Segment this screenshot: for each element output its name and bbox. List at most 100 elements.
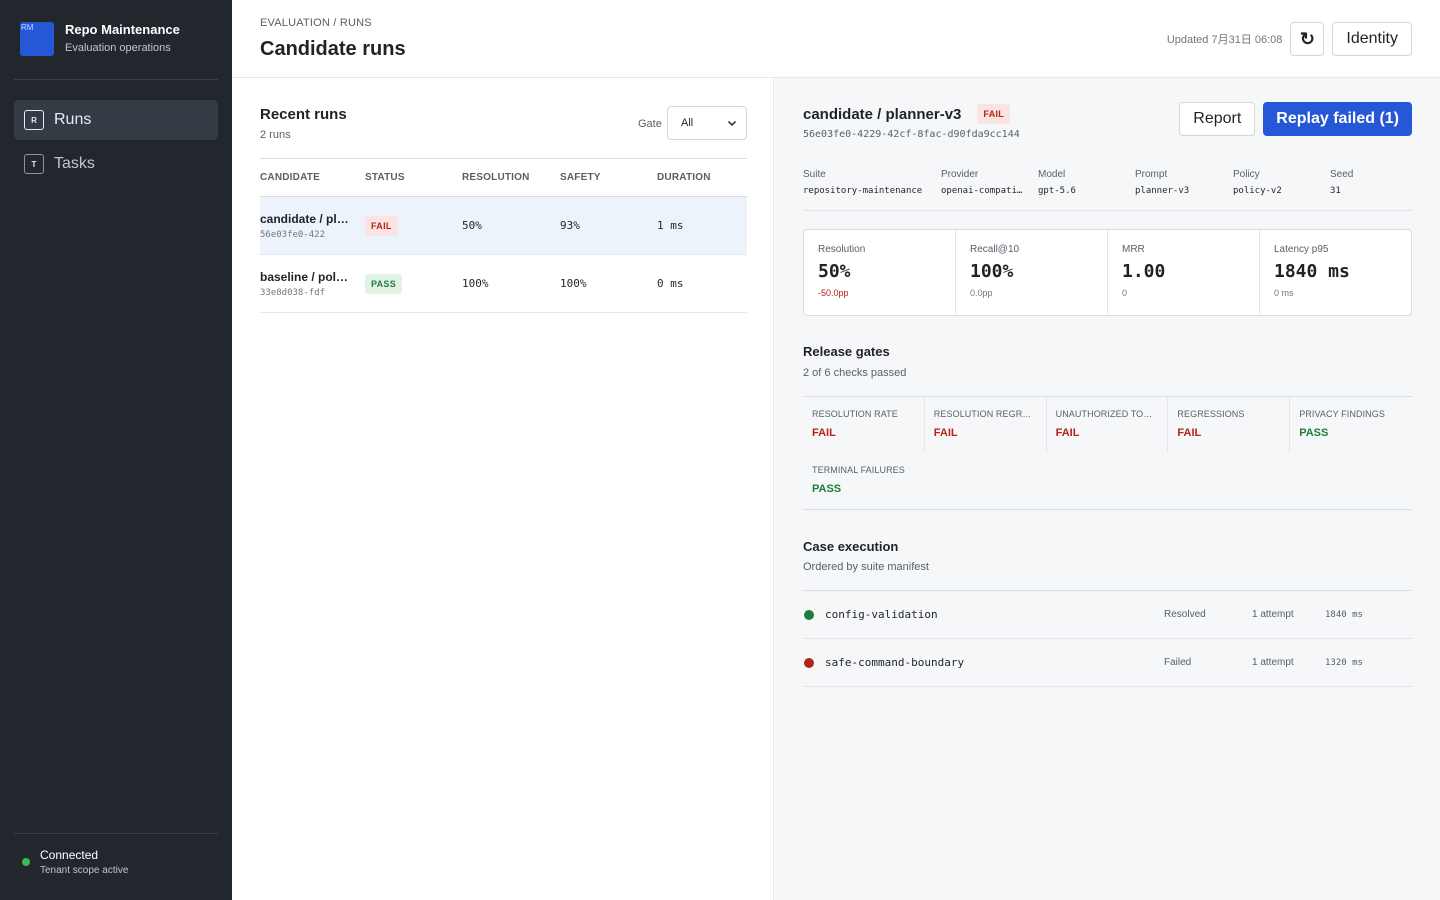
- table-row[interactable]: baseline / policy-v2 33e8d038-fdf PASS 1…: [260, 255, 747, 313]
- run-name: candidate / planner-v3: [803, 105, 962, 123]
- sidebar-divider: [14, 833, 218, 834]
- runs-count: 2 runs: [260, 129, 291, 141]
- run-detail-panel: candidate / planner-v3 FAIL 56e03fe0-422…: [775, 78, 1440, 900]
- case-status: Resolved: [1164, 609, 1206, 620]
- gate-name: UNAUTHORIZED TOOL CALLS: [1055, 409, 1159, 419]
- gate-status: FAIL: [1177, 427, 1202, 439]
- app-name: Repo Maintenance: [65, 22, 180, 37]
- candidate-id: 33e8d038-fdf: [260, 287, 326, 298]
- gate-name: RESOLUTION REGRESSION: [933, 409, 1037, 419]
- case-execution-subtitle: Ordered by suite manifest: [803, 561, 929, 573]
- sidebar-item-label: Tasks: [54, 155, 95, 172]
- case-name: safe-command-boundary: [825, 656, 965, 669]
- meta-label: Model: [1038, 169, 1066, 180]
- gate-filter-label: Gate: [638, 118, 662, 130]
- meta-label: Suite: [803, 169, 826, 180]
- sidebar: RM Repo Maintenance Evaluation operation…: [0, 0, 232, 900]
- status-dot-icon: [22, 858, 30, 866]
- resolution-value: 100%: [462, 277, 489, 290]
- gate-status: FAIL: [1055, 427, 1080, 439]
- meta-value: gpt-5.6: [1038, 186, 1076, 196]
- meta-label: Policy: [1233, 169, 1260, 180]
- metric-resolution: Resolution 50% -50.0pp: [804, 230, 956, 315]
- gate-item: REGRESSIONS FAIL: [1168, 397, 1291, 453]
- gate-item: PRIVACY FINDINGS PASS: [1290, 397, 1412, 453]
- meta-prompt: Prompt planner-v3: [1135, 169, 1233, 210]
- release-gates-subtitle: 2 of 6 checks passed: [803, 367, 907, 379]
- safety-value: 93%: [560, 219, 580, 232]
- meta-model: Model gpt-5.6: [1038, 169, 1135, 210]
- case-attempts: 1 attempt: [1252, 609, 1294, 620]
- runs-title: Recent runs: [260, 106, 347, 123]
- runs-table: CANDIDATE STATUS RESOLUTION SAFETY DURAT…: [260, 158, 747, 313]
- run-detail-title: candidate / planner-v3 FAIL: [803, 104, 1011, 124]
- column-header-duration: DURATION: [657, 172, 711, 183]
- duration-value: 1 ms: [657, 219, 684, 232]
- status-badge: FAIL: [977, 104, 1011, 124]
- status-badge: PASS: [365, 273, 403, 294]
- meta-value: planner-v3: [1135, 186, 1190, 196]
- run-metadata: Suite repository-maintenance Provider op…: [803, 169, 1412, 211]
- column-header-candidate: CANDIDATE: [260, 172, 320, 183]
- refresh-icon: ↻: [1299, 28, 1315, 49]
- release-gates-grid: RESOLUTION RATE FAIL RESOLUTION REGRESSI…: [803, 396, 1412, 510]
- list-item[interactable]: config-validation Resolved 1 attempt 184…: [803, 591, 1412, 639]
- column-header-resolution: RESOLUTION: [462, 172, 530, 183]
- metric-label: MRR: [1122, 244, 1145, 255]
- updated-timestamp: Updated 7月31日 06:08: [1166, 34, 1283, 46]
- tasks-icon: T: [24, 154, 44, 174]
- gate-status: FAIL: [933, 427, 958, 439]
- candidate-id: 56e03fe0-422: [260, 229, 326, 240]
- release-gates-title: Release gates: [803, 344, 890, 359]
- report-button[interactable]: Report: [1179, 102, 1256, 136]
- metrics-card: Resolution 50% -50.0pp Recall@10 100% 0.…: [803, 229, 1412, 316]
- runs-icon: R: [24, 110, 44, 130]
- runs-panel: Recent runs 2 runs Gate All CANDIDATE ST…: [232, 78, 774, 900]
- metric-value: 1840 ms: [1274, 261, 1350, 282]
- sidebar-item-tasks[interactable]: T Tasks: [14, 144, 218, 184]
- replay-failed-button[interactable]: Replay failed (1): [1263, 102, 1412, 136]
- status-subtitle: Tenant scope active: [40, 865, 129, 876]
- sidebar-item-label: Runs: [54, 111, 92, 128]
- case-name: config-validation: [825, 608, 938, 621]
- sidebar-item-runs[interactable]: R Runs: [14, 100, 218, 140]
- meta-policy: Policy policy-v2: [1233, 169, 1330, 210]
- meta-seed: Seed 31: [1330, 169, 1390, 210]
- gate-filter-select[interactable]: All: [667, 106, 747, 140]
- column-header-status: STATUS: [365, 172, 405, 183]
- gate-name: TERMINAL FAILURES: [812, 465, 905, 475]
- metric-label: Recall@10: [970, 244, 1020, 255]
- safety-value: 100%: [560, 277, 587, 290]
- gate-item: RESOLUTION REGRESSION FAIL: [925, 397, 1047, 453]
- refresh-button[interactable]: ↻: [1290, 22, 1325, 56]
- brand: RM Repo Maintenance Evaluation operation…: [20, 22, 180, 56]
- resolution-value: 50%: [462, 219, 482, 232]
- meta-value: repository-maintenance: [803, 186, 923, 196]
- candidate-name: candidate / planner-v3: [260, 211, 350, 226]
- identity-button[interactable]: Identity: [1332, 22, 1412, 56]
- table-row[interactable]: candidate / planner-v3 56e03fe0-422 FAIL…: [260, 197, 747, 255]
- list-item[interactable]: safe-command-boundary Failed 1 attempt 1…: [803, 639, 1412, 687]
- chevron-down-icon: [727, 120, 737, 127]
- gate-name: PRIVACY FINDINGS: [1299, 409, 1385, 419]
- gate-filter-value: All: [681, 117, 694, 129]
- metric-value: 1.00: [1122, 261, 1166, 282]
- meta-label: Provider: [941, 169, 979, 180]
- meta-label: Seed: [1330, 169, 1354, 180]
- metric-delta: 0: [1122, 288, 1128, 298]
- gate-item: TERMINAL FAILURES PASS: [803, 453, 925, 509]
- app-logo: RM: [20, 22, 54, 56]
- gate-item: UNAUTHORIZED TOOL CALLS FAIL: [1047, 397, 1169, 453]
- meta-label: Prompt: [1135, 169, 1168, 180]
- app-logo-text: RM: [21, 23, 34, 32]
- metric-delta: 0.0pp: [970, 288, 993, 298]
- status-title: Connected: [40, 848, 99, 862]
- connection-status: Connected Tenant scope active: [22, 848, 128, 876]
- status-badge: FAIL: [365, 215, 398, 236]
- meta-value: openai-compatible: [941, 186, 1025, 196]
- metric-value: 100%: [970, 261, 1014, 282]
- gate-item: RESOLUTION RATE FAIL: [803, 397, 925, 453]
- run-id: 56e03fe0-4229-42cf-8fac-d90fda9cc144: [803, 129, 1020, 140]
- meta-value: 31: [1330, 186, 1341, 196]
- case-list: config-validation Resolved 1 attempt 184…: [803, 590, 1412, 687]
